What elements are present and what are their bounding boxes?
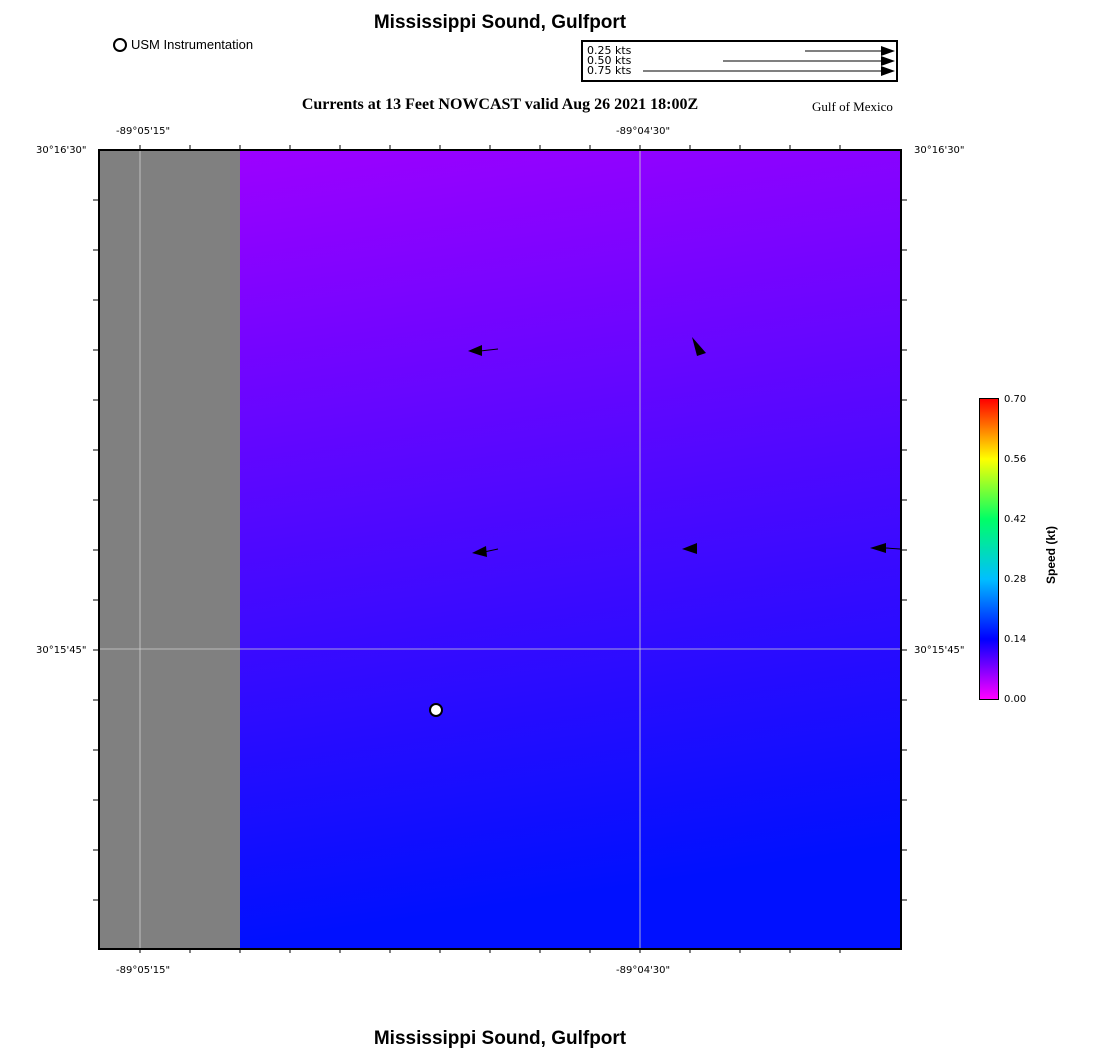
- legend-arrow-025: [805, 46, 895, 56]
- station-legend-label: USM Instrumentation: [131, 37, 253, 52]
- map-title: Mississippi Sound, Gulfport: [0, 12, 1000, 34]
- region-label: Gulf of Mexico: [812, 99, 893, 115]
- legend-arrow-050: [723, 56, 895, 66]
- lat-label-left-2: 30°15'45": [36, 645, 87, 656]
- open-circle-icon: [113, 38, 127, 52]
- lat-label-left-1: 30°16'30": [36, 145, 87, 156]
- legend-arrow-075: [643, 66, 895, 76]
- colorbar-tick-028: 0.28: [1004, 574, 1026, 585]
- footer-title: Mississippi Sound, Gulfport: [0, 1028, 1000, 1050]
- speed-colorbar: [979, 398, 999, 700]
- lon-label-bottom-1: -89°05'15": [116, 965, 170, 976]
- lon-label-top-2: -89°04'30": [616, 126, 670, 137]
- lat-label-right-1: 30°16'30": [914, 145, 965, 156]
- station-legend: USM Instrumentation: [113, 37, 253, 52]
- colorbar-tick-042: 0.42: [1004, 514, 1026, 525]
- lon-label-bottom-2: -89°04'30": [616, 965, 670, 976]
- vector-speed-legend: 0.25 kts 0.50 kts 0.75 kts: [581, 40, 898, 82]
- colorbar-tick-000: 0.00: [1004, 694, 1026, 705]
- frame-ticks: [90, 140, 915, 960]
- colorbar-tick-070: 0.70: [1004, 394, 1026, 405]
- colorbar-tick-014: 0.14: [1004, 634, 1026, 645]
- colorbar-tick-056: 0.56: [1004, 454, 1026, 465]
- lat-label-right-2: 30°15'45": [914, 645, 965, 656]
- colorbar-title: Speed (kt): [1044, 526, 1058, 584]
- legend-arrows: [583, 42, 896, 80]
- lon-label-top-1: -89°05'15": [116, 126, 170, 137]
